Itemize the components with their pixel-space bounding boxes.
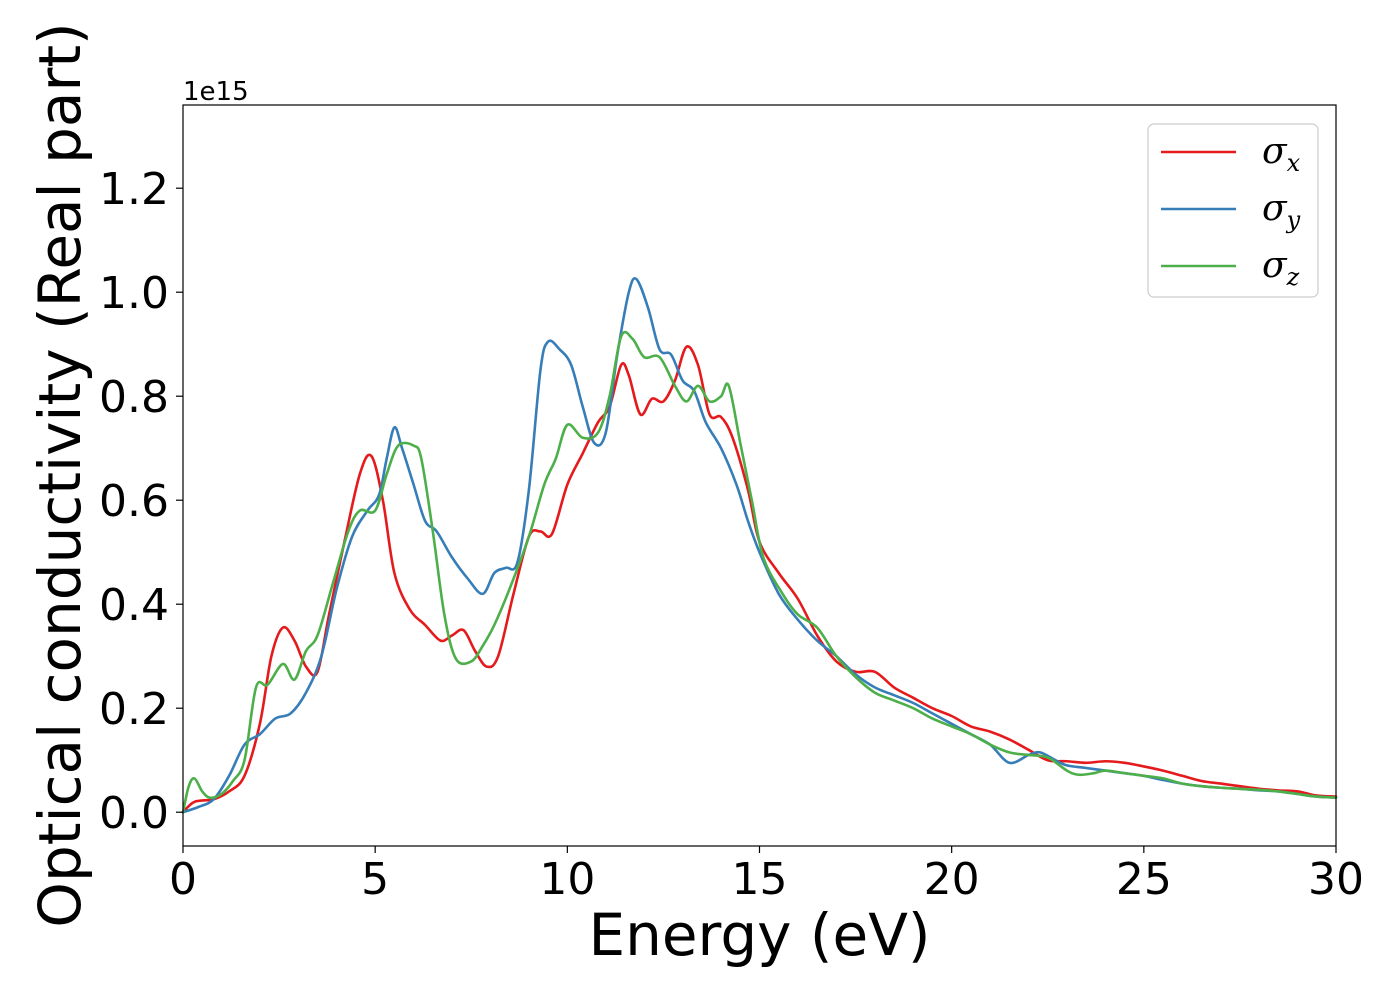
- x-tick-label: 20: [924, 854, 980, 905]
- x-tick-label: 0: [169, 854, 197, 905]
- y-tick-label: 0.4: [99, 580, 169, 631]
- legend: σx σy σz: [1147, 123, 1319, 298]
- series-line-z: [181, 330, 1338, 814]
- x-tick-label: 5: [361, 854, 389, 905]
- y-tick-label: 0.0: [99, 788, 169, 839]
- y-axis-ticks: 0.0 0.2 0.4 0.6 0.8 1.0 1.2: [99, 164, 183, 839]
- y-axis-label: Optical conductivity (Real part): [26, 22, 94, 927]
- y-tick-label: 1.0: [99, 268, 169, 319]
- legend-label-z: σz: [1262, 245, 1300, 291]
- y-tick-label: 1.2: [99, 164, 169, 215]
- legend-label-y: σy: [1262, 188, 1301, 234]
- y-tick-label: 0.2: [99, 684, 169, 735]
- y-offset-label: 1e15: [183, 77, 249, 107]
- series-line-y: [181, 277, 1338, 814]
- y-tick-label: 0.8: [99, 372, 169, 423]
- series-layer: [181, 277, 1338, 814]
- legend-label-x: σx: [1262, 131, 1301, 177]
- x-tick-label: 25: [1116, 854, 1172, 905]
- x-tick-label: 15: [732, 854, 788, 905]
- plot-background: [183, 105, 1336, 846]
- x-tick-label: 10: [539, 854, 595, 905]
- x-tick-label: 30: [1308, 854, 1364, 905]
- y-tick-label: 0.6: [99, 476, 169, 527]
- x-axis-label: Energy (eV): [588, 901, 930, 969]
- series-line-x: [181, 345, 1338, 814]
- x-axis-ticks: 0 5 10 15 20 25 30: [169, 846, 1364, 905]
- legend-frame: [1147, 123, 1319, 298]
